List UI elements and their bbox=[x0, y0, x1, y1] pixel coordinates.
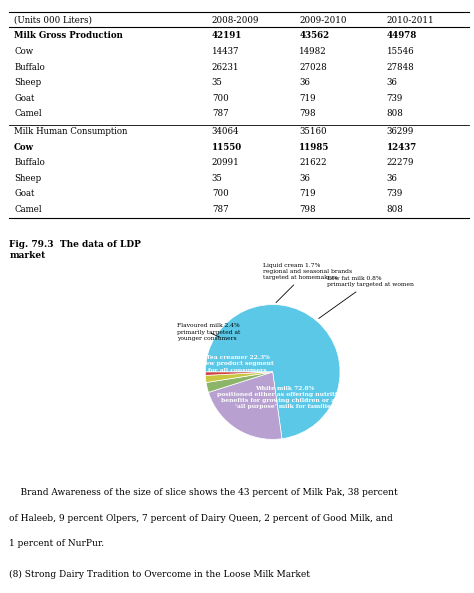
Text: 26231: 26231 bbox=[212, 62, 239, 72]
Text: 36: 36 bbox=[386, 174, 397, 183]
Text: 27848: 27848 bbox=[386, 62, 414, 72]
Text: 808: 808 bbox=[386, 205, 403, 213]
Text: 21622: 21622 bbox=[299, 158, 327, 167]
Wedge shape bbox=[205, 372, 273, 375]
Text: 14437: 14437 bbox=[212, 47, 239, 56]
Text: 36: 36 bbox=[299, 174, 310, 183]
Wedge shape bbox=[205, 372, 273, 382]
Text: (Units 000 Liters): (Units 000 Liters) bbox=[14, 16, 92, 25]
Text: Milk Gross Production: Milk Gross Production bbox=[14, 31, 123, 40]
Text: Goat: Goat bbox=[14, 189, 35, 198]
Text: 35160: 35160 bbox=[299, 127, 327, 136]
Text: of Haleeb, 9 percent Olpers, 7 percent of Dairy Queen, 2 percent of Good Milk, a: of Haleeb, 9 percent Olpers, 7 percent o… bbox=[9, 514, 393, 523]
Text: Buffalo: Buffalo bbox=[14, 62, 45, 72]
Text: 787: 787 bbox=[212, 109, 228, 118]
Text: 22279: 22279 bbox=[386, 158, 414, 167]
Text: Sheep: Sheep bbox=[14, 174, 41, 183]
Text: 11550: 11550 bbox=[212, 142, 242, 152]
Text: Flavoured milk 2.4%
primarily targeted at
younger consumers: Flavoured milk 2.4% primarily targeted a… bbox=[177, 323, 240, 341]
Text: 2010-2011: 2010-2011 bbox=[386, 16, 434, 25]
Text: 44978: 44978 bbox=[386, 31, 417, 40]
Text: 20991: 20991 bbox=[212, 158, 239, 167]
Wedge shape bbox=[209, 372, 282, 439]
Text: 739: 739 bbox=[386, 189, 403, 198]
Text: 36299: 36299 bbox=[386, 127, 414, 136]
Text: 36: 36 bbox=[299, 78, 310, 87]
Text: 700: 700 bbox=[212, 94, 228, 103]
Text: 11985: 11985 bbox=[299, 142, 329, 152]
Text: 35: 35 bbox=[212, 78, 223, 87]
Text: 798: 798 bbox=[299, 205, 316, 213]
Text: 36: 36 bbox=[386, 78, 397, 87]
Text: 787: 787 bbox=[212, 205, 228, 213]
Text: 27028: 27028 bbox=[299, 62, 327, 72]
Text: 2008-2009: 2008-2009 bbox=[212, 16, 259, 25]
Text: 34064: 34064 bbox=[212, 127, 239, 136]
Text: Cow: Cow bbox=[14, 47, 33, 56]
Text: 15546: 15546 bbox=[386, 47, 414, 56]
Text: Fig. 79.3  The data of LDP
market: Fig. 79.3 The data of LDP market bbox=[9, 240, 141, 260]
Text: Buffalo: Buffalo bbox=[14, 158, 45, 167]
Text: Liquid cream 1.7%
regional and seasonal brands
targeted at homemakers: Liquid cream 1.7% regional and seasonal … bbox=[263, 263, 352, 302]
Text: Sheep: Sheep bbox=[14, 78, 41, 87]
Text: 1 percent of NurPur.: 1 percent of NurPur. bbox=[9, 540, 105, 549]
Text: Goat: Goat bbox=[14, 94, 35, 103]
Text: Tea creamer 22.3%
new product segment
for all consumers: Tea creamer 22.3% new product segment fo… bbox=[201, 355, 274, 372]
Text: 739: 739 bbox=[386, 94, 403, 103]
Text: 42191: 42191 bbox=[212, 31, 242, 40]
Text: 35: 35 bbox=[212, 174, 223, 183]
Text: Milk Human Consumption: Milk Human Consumption bbox=[14, 127, 128, 136]
Text: 14982: 14982 bbox=[299, 47, 327, 56]
Text: 719: 719 bbox=[299, 189, 316, 198]
Text: Cow: Cow bbox=[14, 142, 34, 152]
Text: 2009-2010: 2009-2010 bbox=[299, 16, 346, 25]
Text: 12437: 12437 bbox=[386, 142, 417, 152]
Text: Camel: Camel bbox=[14, 109, 42, 118]
Text: White milk 72.8%
positioned either as offering nutritional
benefits for growing : White milk 72.8% positioned either as of… bbox=[218, 386, 352, 409]
Text: 700: 700 bbox=[212, 189, 228, 198]
Text: Brand Awareness of the size of slice shows the 43 percent of Milk Pak, 38 percen: Brand Awareness of the size of slice sho… bbox=[9, 489, 398, 498]
Text: 43562: 43562 bbox=[299, 31, 329, 40]
Text: Low fat milk 0.8%
primarily targeted at women: Low fat milk 0.8% primarily targeted at … bbox=[319, 276, 413, 318]
Text: (8) Strong Dairy Tradition to Overcome in the Loose Milk Market: (8) Strong Dairy Tradition to Overcome i… bbox=[9, 570, 310, 579]
Wedge shape bbox=[206, 372, 273, 393]
Text: Camel: Camel bbox=[14, 205, 42, 213]
Text: 798: 798 bbox=[299, 109, 316, 118]
Text: 719: 719 bbox=[299, 94, 316, 103]
Text: 808: 808 bbox=[386, 109, 403, 118]
Wedge shape bbox=[205, 305, 340, 439]
